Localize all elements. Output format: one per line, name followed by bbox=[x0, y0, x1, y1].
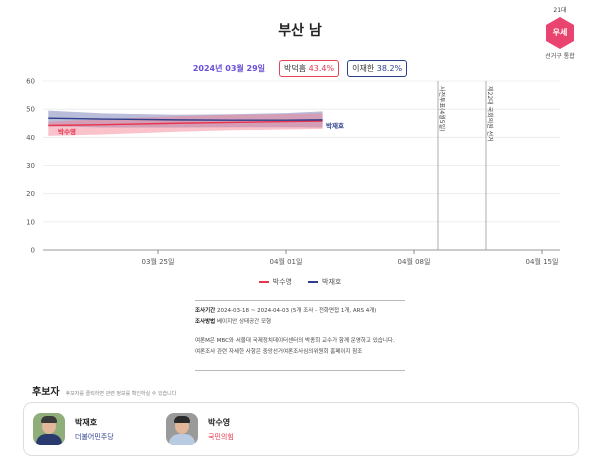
candidate-party: 국민의힘 bbox=[208, 432, 234, 441]
svg-text:10: 10 bbox=[26, 218, 35, 226]
svg-text:제22대 국회의원 선거: 제22대 국회의원 선거 bbox=[486, 86, 494, 142]
summary-value: 43.4% bbox=[308, 64, 335, 73]
svg-text:60: 60 bbox=[26, 78, 35, 86]
legend-swatch-icon bbox=[258, 281, 269, 283]
summary-name: 이재한 bbox=[352, 64, 375, 73]
chart-grid bbox=[43, 80, 560, 223]
series-lines bbox=[48, 117, 323, 127]
survey-method: 조사방법 베이지안 상태공간 모형 bbox=[195, 317, 405, 328]
forecast-badge: 21대 우세 선거구 통합 bbox=[540, 5, 580, 60]
svg-text:0: 0 bbox=[31, 247, 35, 255]
badge-district: 선거구 통합 bbox=[545, 53, 575, 60]
svg-text:사전투표(4월5일): 사전투표(4월5일) bbox=[438, 86, 446, 131]
summary-pill-1: 박덕흠 43.4% bbox=[279, 60, 340, 77]
period-label: 조사기간 bbox=[195, 308, 216, 314]
svg-text:20: 20 bbox=[26, 190, 35, 198]
candidates-subheading: 후보자를 클릭하면 관련 정보를 확인하실 수 있습니다 bbox=[65, 391, 177, 397]
svg-text:30: 30 bbox=[26, 162, 35, 170]
period-value: 2024-03-18 ~ 2024-04-03 (5개 조사 - 전화면접 1개… bbox=[217, 308, 377, 314]
page-title: 부산 남 bbox=[278, 23, 322, 39]
chart-legend: 박수영 박재호 bbox=[0, 277, 600, 287]
method-label: 조사방법 bbox=[195, 319, 216, 325]
legend-label: 박재호 bbox=[322, 278, 342, 286]
candidates-header: 후보자 후보자를 클릭하면 관련 정보를 확인하실 수 있습니다 bbox=[32, 383, 176, 398]
legend-swatch-icon bbox=[308, 281, 318, 283]
poll-summary: 2024년 03월 29일 박덕흠 43.4% 이재한 38.2% bbox=[0, 60, 600, 77]
legend-label: 박수영 bbox=[272, 278, 292, 286]
summary-name: 박덕흠 bbox=[284, 64, 307, 73]
divider bbox=[195, 370, 405, 371]
legend-item[interactable]: 박재호 bbox=[308, 277, 341, 287]
summary-date: 2024년 03월 29일 bbox=[192, 64, 266, 73]
hexagon-badge-icon: 우세 bbox=[546, 17, 574, 49]
summary-pill-2: 이재한 38.2% bbox=[347, 60, 408, 77]
candidate-party: 더불어민주당 bbox=[75, 432, 114, 441]
candidate-card[interactable]: 박수영 국민의힘 bbox=[166, 413, 234, 445]
candidates-heading: 후보자 bbox=[32, 387, 60, 398]
svg-text:박수영: 박수영 bbox=[58, 127, 76, 136]
candidate-name: 박수영 bbox=[208, 417, 231, 427]
candidate-photo bbox=[33, 413, 65, 445]
summary-value: 38.2% bbox=[376, 64, 403, 73]
event-lines: 사전투표(4월5일) 제22대 국회의원 선거 bbox=[437, 81, 494, 250]
badge-term: 21대 bbox=[553, 7, 567, 14]
candidate-card[interactable]: 박재호 더불어민주당 bbox=[33, 413, 114, 445]
candidate-photo bbox=[166, 413, 198, 445]
survey-period: 조사기간 2024-03-18 ~ 2024-04-03 (5개 조사 - 전화… bbox=[195, 306, 405, 317]
survey-info: 조사기간 2024-03-18 ~ 2024-04-03 (5개 조사 - 전화… bbox=[195, 300, 405, 358]
legend-item[interactable]: 박수영 bbox=[258, 277, 292, 287]
x-axis: 03월 25일 04월 01일 04월 08일 04월 15일 bbox=[43, 249, 560, 266]
svg-text:04월 08일: 04월 08일 bbox=[398, 257, 431, 266]
candidates-panel: 박재호 더불어민주당 박수영 국민의힘 bbox=[23, 402, 579, 456]
survey-note: 여론M은 MBC와 서울대 국제정치데이터센터의 박종희 교수가 함께 운영하고… bbox=[195, 338, 395, 344]
candidate-name: 박재호 bbox=[75, 417, 98, 427]
svg-text:50: 50 bbox=[26, 106, 35, 114]
method-value: 베이지안 상태공간 모형 bbox=[217, 319, 272, 325]
svg-text:03월 25일: 03월 25일 bbox=[142, 257, 175, 266]
y-axis: 0 10 20 30 40 50 60 bbox=[26, 78, 35, 255]
poll-trend-chart: 0 10 20 30 40 50 60 사전투표(4월5일) 제22대 국회의원 선거 03월… bbox=[26, 78, 560, 266]
svg-text:04월 01일: 04월 01일 bbox=[270, 257, 303, 266]
series-labels: 박수영 박재호 bbox=[58, 121, 344, 136]
svg-text:04월 15일: 04월 15일 bbox=[526, 257, 559, 266]
svg-text:40: 40 bbox=[26, 134, 35, 142]
survey-note: 여론조사 관련 자세한 사항은 중앙선거여론조사심의위원회 홈페이지 참조 bbox=[195, 349, 363, 355]
svg-text:박재호: 박재호 bbox=[326, 121, 344, 130]
